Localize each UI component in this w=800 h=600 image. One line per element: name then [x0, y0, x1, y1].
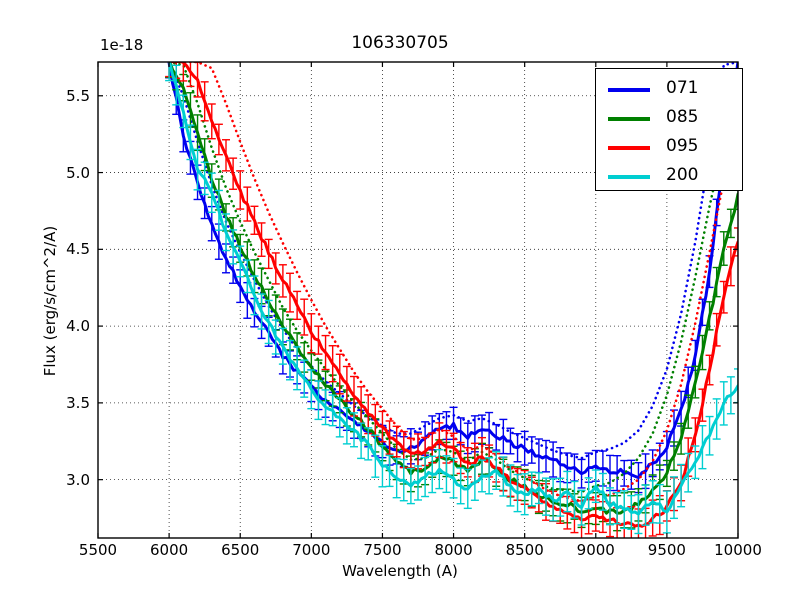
x-tick-label: 7000 [292, 541, 331, 559]
legend-swatch-icon [608, 146, 650, 150]
x-tick-label: 8500 [505, 541, 544, 559]
y-tick-label: 5.5 [66, 86, 90, 105]
legend-item-071[interactable]: 071 [596, 75, 742, 105]
x-tick-label: 5500 [78, 541, 118, 559]
series-line-085-model [167, 62, 738, 494]
legend-item-095[interactable]: 095 [596, 133, 742, 163]
error-bars-200 [165, 62, 738, 535]
x-tick-label: 10000 [714, 541, 762, 559]
x-tick-label: 8000 [434, 541, 473, 559]
x-axis-label: Wavelength (A) [342, 562, 458, 580]
legend-label: 200 [666, 165, 699, 185]
chart-title: 106330705 [351, 33, 449, 53]
y-tick-label: 4.5 [66, 240, 90, 259]
series-line-071-model [167, 62, 738, 460]
y-axis-offset-label: 1e-18 [100, 36, 144, 54]
y-tick-label: 4.0 [66, 317, 90, 336]
legend-label: 085 [666, 107, 699, 127]
legend-swatch-icon [608, 117, 650, 121]
x-tick-label: 9500 [647, 541, 686, 559]
y-axis-label: Flux (erg/s/cm^2/A) [41, 225, 59, 377]
x-tick-label: 6000 [150, 541, 189, 559]
chart-legend: 071 085 095 200 [595, 68, 743, 191]
y-tick-label: 3.5 [66, 393, 90, 412]
x-tick-label: 7500 [363, 541, 402, 559]
legend-label: 071 [666, 78, 699, 98]
x-tick-label: 9000 [576, 541, 615, 559]
legend-item-200[interactable]: 200 [596, 162, 742, 192]
series-line-095-model [167, 62, 738, 503]
legend-swatch-icon [608, 175, 650, 179]
x-tick-label: 6500 [221, 541, 260, 559]
legend-label: 095 [666, 136, 699, 156]
legend-swatch-icon [608, 88, 650, 92]
y-tick-label: 5.0 [66, 163, 90, 182]
legend-item-085[interactable]: 085 [596, 104, 742, 134]
y-tick-label: 3.0 [66, 470, 90, 489]
